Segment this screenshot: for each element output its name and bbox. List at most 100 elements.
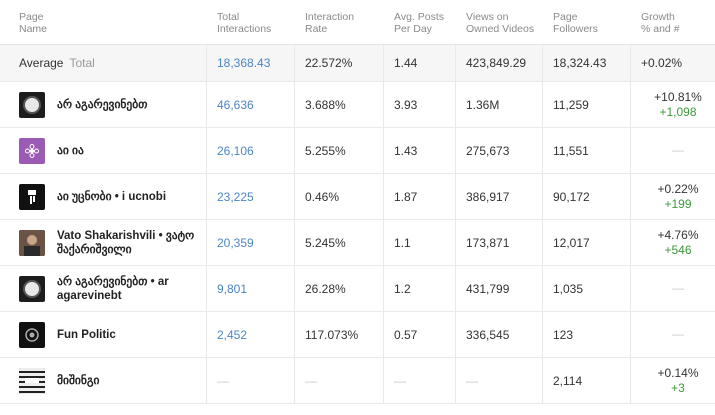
average-posts: 1.44 [384, 45, 456, 81]
table-row[interactable]: აი ია 26,106 5.255% 1.43 275,673 11,551 … [0, 128, 715, 174]
average-label-cell: Average Total [0, 45, 207, 81]
average-followers: 18,324.43 [543, 45, 631, 81]
column-header-total-interactions[interactable]: Total Interactions [217, 11, 272, 35]
growth-percent: +0.14% [657, 365, 699, 380]
average-growth: +0.02% [641, 56, 683, 70]
posts-value: 1.1 [384, 220, 456, 265]
interactions-value[interactable]: 20,359 [207, 220, 295, 265]
table-header: Page Name Total Interactions Interaction… [0, 0, 715, 45]
column-header-growth[interactable]: Growth % and # [641, 11, 680, 35]
table-row[interactable]: აი უცნობი • i ucnobi 23,225 0.46% 1.87 3… [0, 174, 715, 220]
average-rate: 22.572% [295, 45, 384, 81]
posts-value: 0.57 [384, 312, 456, 357]
growth-cell: +0.22% +199 [631, 174, 715, 219]
followers-value: 11,551 [543, 128, 631, 173]
views-value: 275,673 [456, 128, 543, 173]
posts-value: 1.2 [384, 266, 456, 311]
followers-value: 90,172 [543, 174, 631, 219]
growth-number: +546 [664, 242, 692, 257]
page-name-cell[interactable]: აი ია [0, 128, 207, 173]
views-value: 386,917 [456, 174, 543, 219]
growth-cell: — [631, 128, 715, 173]
table-row[interactable]: არ აგარევინებთ 46,636 3.688% 3.93 1.36M … [0, 82, 715, 128]
views-value: 173,871 [456, 220, 543, 265]
column-header-views-videos[interactable]: Views on Owned Videos [466, 11, 535, 35]
growth-cell: — [631, 312, 715, 357]
rate-value: 117.073% [295, 312, 384, 357]
growth-number: +1,098 [659, 104, 697, 119]
column-header-avg-posts[interactable]: Avg. Posts Per Day [394, 11, 444, 35]
followers-value: 123 [543, 312, 631, 357]
followers-value: 12,017 [543, 220, 631, 265]
posts-value: 1.87 [384, 174, 456, 219]
page-name[interactable]: Fun Politic [57, 328, 116, 341]
interactions-value[interactable]: 26,106 [207, 128, 295, 173]
page-name[interactable]: არ აგარევინებთ • ar agarevinebt [57, 275, 169, 302]
page-name-cell[interactable]: მიშინგი [0, 358, 207, 403]
page-name-cell[interactable]: არ აგარევინებთ [0, 82, 207, 127]
average-sublabel: Total [69, 56, 95, 70]
growth-percent: +10.81% [654, 89, 702, 104]
page-comparison-table: Page Name Total Interactions Interaction… [0, 0, 715, 404]
growth-percent: — [672, 143, 684, 157]
growth-percent: — [672, 327, 684, 341]
page-name-cell[interactable]: აი უცნობი • i ucnobi [0, 174, 207, 219]
views-value: 431,799 [456, 266, 543, 311]
page-name[interactable]: აი ია [57, 144, 84, 157]
posts-value: 3.93 [384, 82, 456, 127]
column-header-page-name[interactable]: Page Name [19, 11, 48, 35]
followers-value: 1,035 [543, 266, 631, 311]
table-row[interactable]: არ აგარევინებთ • ar agarevinebt 9,801 26… [0, 266, 715, 312]
rate-value: 26.28% [295, 266, 384, 311]
globe-logo-icon [19, 91, 45, 118]
growth-cell: +4.76% +546 [631, 220, 715, 265]
interactions-value[interactable]: 23,225 [207, 174, 295, 219]
average-label: Average [19, 56, 64, 70]
flower-logo-icon [19, 137, 45, 164]
average-views: 423,849.29 [456, 45, 543, 81]
posts-value: — [384, 358, 456, 403]
column-header-interaction-rate[interactable]: Interaction Rate [305, 11, 355, 35]
emblem-logo-icon [19, 321, 45, 348]
rate-value: 3.688% [295, 82, 384, 127]
followers-value: 2,114 [543, 358, 631, 403]
interactions-value[interactable]: 9,801 [207, 266, 295, 311]
page-name[interactable]: არ აგარევინებთ [57, 98, 148, 111]
page-name-cell[interactable]: არ აგარევინებთ • ar agarevinebt [0, 266, 207, 311]
column-header-page-followers[interactable]: Page Followers [553, 11, 598, 35]
rate-value: 0.46% [295, 174, 384, 219]
rate-value: 5.255% [295, 128, 384, 173]
growth-number: +199 [664, 196, 692, 211]
portrait-photo-icon [19, 229, 45, 256]
views-value: 336,545 [456, 312, 543, 357]
growth-cell: +0.14% +3 [631, 358, 715, 403]
growth-percent: +4.76% [657, 227, 699, 242]
followers-value: 11,259 [543, 82, 631, 127]
growth-cell: +10.81% +1,098 [631, 82, 715, 127]
page-name-cell[interactable]: Fun Politic [0, 312, 207, 357]
table-row[interactable]: Vato Shakarishvili • ვატო შაქარიშვილი 20… [0, 220, 715, 266]
views-value: — [456, 358, 543, 403]
growth-percent: — [672, 281, 684, 295]
figure-logo-icon [19, 183, 45, 210]
interactions-value[interactable]: 46,636 [207, 82, 295, 127]
rate-value: — [295, 358, 384, 403]
rate-value: 5.245% [295, 220, 384, 265]
growth-percent: +0.22% [657, 181, 699, 196]
posts-value: 1.43 [384, 128, 456, 173]
views-value: 1.36M [456, 82, 543, 127]
page-name-cell[interactable]: Vato Shakarishvili • ვატო შაქარიშვილი [0, 220, 207, 265]
globe-logo-icon [19, 275, 45, 302]
table-row[interactable]: მიშინგი — — — — 2,114 +0.14% +3 [0, 358, 715, 404]
growth-cell: — [631, 266, 715, 311]
growth-number: +3 [671, 380, 685, 395]
interactions-value: — [207, 358, 295, 403]
average-interactions[interactable]: 18,368.43 [207, 45, 295, 81]
page-name[interactable]: აი უცნობი • i ucnobi [57, 190, 167, 203]
average-row: Average Total 18,368.43 22.572% 1.44 423… [0, 45, 715, 82]
interactions-value[interactable]: 2,452 [207, 312, 295, 357]
pattern-logo-icon [19, 367, 45, 394]
table-row[interactable]: Fun Politic 2,452 117.073% 0.57 336,545 … [0, 312, 715, 358]
page-name[interactable]: Vato Shakarishvili • ვატო შაქარიშვილი [57, 229, 195, 256]
page-name[interactable]: მიშინგი [57, 374, 100, 387]
